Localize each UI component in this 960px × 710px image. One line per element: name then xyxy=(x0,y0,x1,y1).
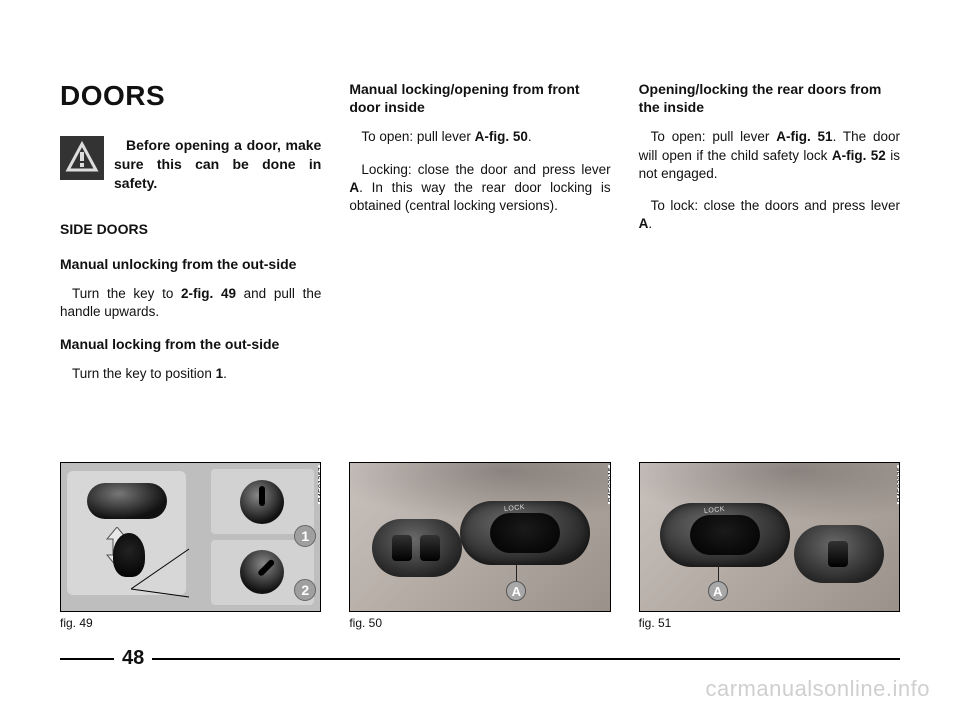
text-fragment: To open: pull lever xyxy=(361,129,474,144)
text-fragment: Turn the key to xyxy=(72,286,181,301)
figure-49-image: 1 2 P4E01367 xyxy=(60,462,321,612)
text-fragment: . In this way the rear door locking is o… xyxy=(349,180,610,213)
figure-50-code: P4E02015 xyxy=(608,465,611,504)
window-switch-pod xyxy=(372,519,462,577)
bottom-rule xyxy=(60,658,900,660)
warning-icon xyxy=(60,136,104,180)
text-columns: DOORS Before opening a door, make sure t… xyxy=(60,80,900,398)
column-2: Manual locking/opening from front door i… xyxy=(349,80,610,398)
ref-a-fig50: A-fig. 50 xyxy=(475,129,528,144)
warning-text: Before opening a door, make sure this ca… xyxy=(114,136,321,193)
lock-outside-heading: Manual locking from the out-side xyxy=(60,335,321,353)
warning-box: Before opening a door, make sure this ca… xyxy=(60,136,321,193)
switch-button-icon xyxy=(828,541,848,567)
ref-a-fig52: A-fig. 52 xyxy=(832,148,886,163)
handle-recess-icon xyxy=(690,515,760,555)
text-fragment: To open: pull lever xyxy=(651,129,777,144)
figure-50-image: LOCK A P4E02015 xyxy=(349,462,610,612)
unlock-outside-heading: Manual unlocking from the out-side xyxy=(60,255,321,273)
switch-button-icon xyxy=(420,535,440,561)
figure-50: LOCK A P4E02015 fig. 50 xyxy=(349,462,610,630)
door-handle-pod: LOCK xyxy=(460,501,590,565)
section-title: DOORS xyxy=(60,80,321,112)
rear-open-text: To open: pull lever A-fig. 51. The door … xyxy=(639,128,900,183)
figure-49-code: P4E01367 xyxy=(318,465,321,504)
handle-recess-icon xyxy=(490,513,560,553)
key-knob-icon xyxy=(240,480,284,524)
figure-49: 1 2 P4E01367 fig. 49 xyxy=(60,462,321,630)
rear-lock-text: To lock: close the doors and press lever… xyxy=(639,197,900,233)
door-handle-pod: LOCK xyxy=(660,503,790,567)
text-fragment: . xyxy=(528,129,532,144)
page-number: 48 xyxy=(114,647,152,670)
switch-button-icon xyxy=(392,535,412,561)
manual-page: DOORS Before opening a door, make sure t… xyxy=(0,0,960,710)
fig49-key-pos-1 xyxy=(211,469,315,534)
fig49-handle-panel xyxy=(67,471,186,595)
figure-51: LOCK A P4E02035 fig. 51 xyxy=(639,462,900,630)
watermark-text: carmanualsonline.info xyxy=(705,676,930,702)
side-doors-heading: SIDE DOORS xyxy=(60,221,321,237)
figure-51-caption: fig. 51 xyxy=(639,616,900,630)
marker-a: A xyxy=(708,581,728,601)
door-handle-icon xyxy=(87,483,167,519)
text-fragment: To lock: close the doors and press lever xyxy=(651,198,900,213)
front-inside-heading: Manual locking/opening from front door i… xyxy=(349,80,610,116)
text-fragment: . xyxy=(648,216,652,231)
column-1: DOORS Before opening a door, make sure t… xyxy=(60,80,321,398)
ref-pos-1: 1 xyxy=(216,366,224,381)
leader-lines-icon xyxy=(131,547,191,599)
figure-49-caption: fig. 49 xyxy=(60,616,321,630)
leader-line-icon xyxy=(718,563,719,583)
column-3: Opening/locking the rear doors from the … xyxy=(639,80,900,398)
lock-outside-text: Turn the key to position 1. xyxy=(60,365,321,383)
unlock-outside-text: Turn the key to 2-fig. 49 and pull the h… xyxy=(60,285,321,321)
text-fragment: . xyxy=(223,366,227,381)
figures-row: 1 2 P4E01367 fig. 49 LOCK xyxy=(60,462,900,630)
text-fragment: Turn the key to position xyxy=(72,366,216,381)
lock-label: LOCK xyxy=(504,504,526,513)
text-fragment: Locking: close the door and press lever xyxy=(361,162,610,177)
lock-label: LOCK xyxy=(703,506,725,515)
ref-lever-a: A xyxy=(639,216,649,231)
figure-51-image: LOCK A P4E02035 xyxy=(639,462,900,612)
ref-lever-a: A xyxy=(349,180,359,195)
ref-a-fig51: A-fig. 51 xyxy=(776,129,832,144)
rear-inside-heading: Opening/locking the rear doors from the … xyxy=(639,80,900,116)
figure-51-code: P4E02035 xyxy=(897,465,900,504)
front-lock-text: Locking: close the door and press lever … xyxy=(349,161,610,216)
leader-line-icon xyxy=(516,561,517,583)
front-open-text: To open: pull lever A-fig. 50. xyxy=(349,128,610,146)
figure-50-caption: fig. 50 xyxy=(349,616,610,630)
window-switch-pod xyxy=(794,525,884,583)
key-knob-icon xyxy=(231,541,293,603)
ref-2-fig49: 2-fig. 49 xyxy=(181,286,236,301)
